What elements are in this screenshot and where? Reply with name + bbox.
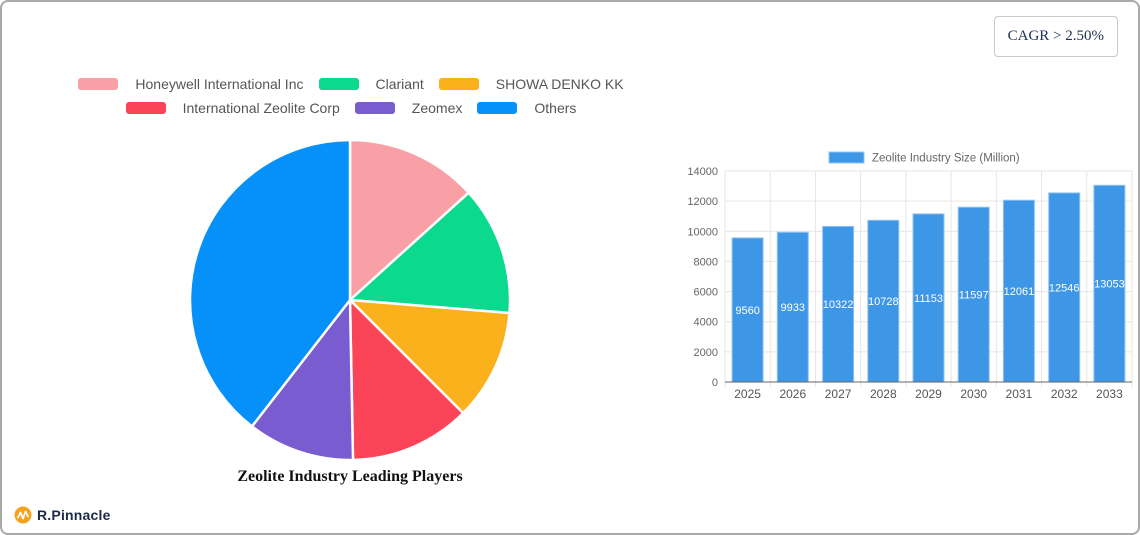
legend-swatch (318, 78, 359, 90)
legend-label: SHOWA DENKO KK (495, 76, 624, 92)
bar-2030[interactable] (957, 206, 990, 383)
bar-2032[interactable] (1048, 192, 1081, 383)
pie-chart (188, 138, 512, 462)
legend-label: Others (534, 100, 577, 116)
bar-value-label: 10728 (868, 296, 899, 308)
pie-slice-zeomex[interactable] (250, 298, 355, 462)
y-tick-label: 14000 (687, 166, 718, 178)
legend-swatch (78, 78, 119, 90)
brand-logo: R.Pinnacle (14, 506, 111, 524)
bar-value-label: 12061 (1004, 286, 1035, 298)
cagr-badge: CAGR > 2.50% (993, 16, 1118, 57)
legend-item-others[interactable]: Others (477, 100, 576, 116)
pie-slice-honeywell-international-inc[interactable] (348, 138, 470, 302)
y-tick-label: 8000 (694, 256, 718, 268)
pie-slice-others[interactable] (188, 138, 352, 428)
x-tick-label: 2033 (1096, 387, 1123, 401)
legend-item-clariant[interactable]: Clariant (318, 76, 424, 92)
legend-item-zeomex[interactable]: Zeomex (354, 100, 463, 116)
x-tick-label: 2025 (734, 387, 761, 401)
bar-2029[interactable] (912, 213, 945, 383)
y-tick-label: 2000 (694, 347, 718, 359)
y-tick-label: 0 (712, 377, 718, 389)
legend-swatch (438, 78, 479, 90)
bar-legend-swatch (828, 151, 865, 164)
pie-chart-title: Zeolite Industry Leading Players (237, 468, 463, 485)
legend-swatch (354, 102, 395, 114)
bar-value-label: 13053 (1094, 279, 1125, 291)
y-tick-label: 10000 (687, 226, 718, 238)
bar-chart: 0 2000 4000 6000 8000 10000 12000 14000 9560 2025… (687, 151, 1133, 401)
x-tick-label: 2030 (960, 387, 987, 401)
x-tick-label: 2028 (870, 387, 897, 401)
pie-legend: Honeywell International Inc Clariant SHOWA… (26, 76, 676, 124)
pie-slice-showa-denko-kk[interactable] (348, 298, 511, 415)
bar-2027[interactable] (822, 225, 855, 383)
bar-value-label: 12546 (1049, 283, 1080, 295)
bar-2033[interactable] (1093, 184, 1126, 383)
pie-legend-row: Honeywell International Inc Clariant SHOWA… (26, 76, 676, 92)
pie-slice-international-zeolite-corp[interactable] (348, 298, 465, 462)
bar-2031[interactable] (1002, 199, 1035, 383)
bar-2028[interactable] (867, 219, 900, 383)
bar-value-label: 11597 (959, 290, 989, 302)
legend-item-honeywell-international-inc[interactable]: Honeywell International Inc (78, 76, 304, 92)
legend-label: International Zeolite Corp (182, 100, 340, 116)
legend-label: Clariant (375, 76, 424, 92)
legend-item-showa-denko-kk[interactable]: SHOWA DENKO KK (438, 76, 624, 92)
bar-legend-label: Zeolite Industry Size (Million) (872, 153, 1020, 165)
y-tick-label: 4000 (694, 317, 718, 329)
bar-legend[interactable]: Zeolite Industry Size (Million) (828, 151, 1020, 165)
brand-name: R.Pinnacle (37, 507, 111, 523)
pie-legend-row: International Zeolite Corp Zeomex Others (26, 100, 676, 116)
bar-value-label: 9560 (735, 305, 759, 317)
legend-swatch (125, 102, 166, 114)
x-tick-label: 2029 (915, 387, 942, 401)
pulse-zigzag-icon (14, 506, 32, 524)
bar-2025[interactable] (731, 237, 764, 383)
x-tick-label: 2026 (779, 387, 806, 401)
x-tick-label: 2027 (825, 387, 852, 401)
x-tick-label: 2031 (1006, 387, 1033, 401)
y-tick-label: 6000 (694, 287, 718, 299)
pie-slice-clariant[interactable] (348, 191, 512, 315)
bar-value-label: 9933 (781, 302, 805, 314)
bar-value-label: 11153 (914, 293, 943, 305)
bar-value-label: 10322 (823, 299, 854, 311)
legend-item-international-zeolite-corp[interactable]: International Zeolite Corp (125, 100, 340, 116)
x-tick-label: 2032 (1051, 387, 1078, 401)
legend-label: Zeomex (411, 100, 463, 116)
legend-swatch (477, 102, 518, 114)
bar-2026[interactable] (776, 231, 809, 383)
y-tick-label: 12000 (687, 196, 718, 208)
legend-label: Honeywell International Inc (135, 76, 304, 92)
